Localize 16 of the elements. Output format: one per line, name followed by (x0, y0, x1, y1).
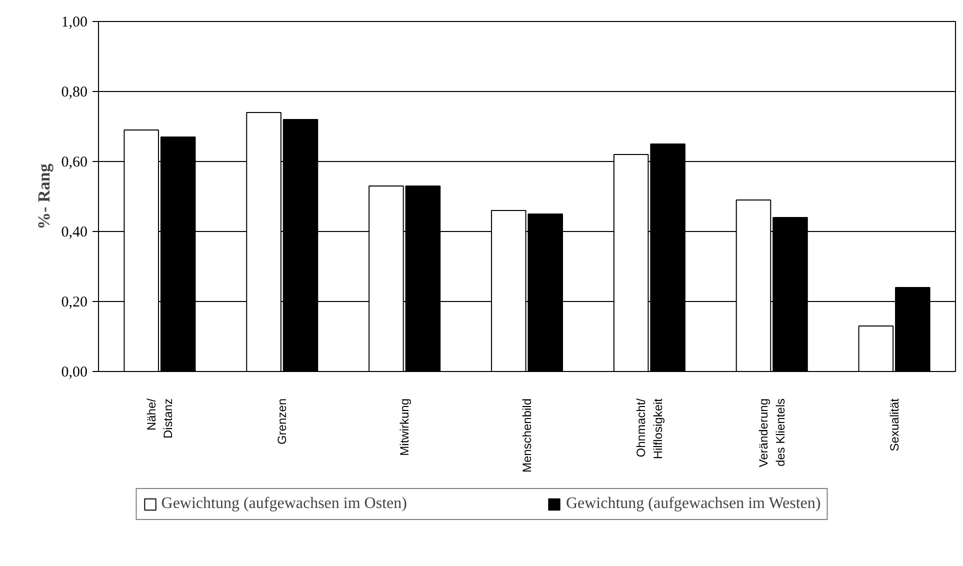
x-tick-label: Mitwirkung (398, 398, 412, 456)
y-tick-label: 0,60 (61, 154, 88, 170)
y-tick-label: 0,40 (61, 224, 88, 240)
x-tick-label: Menschenbild (520, 398, 534, 473)
x-tick-label: Nähe/ Distanz (144, 398, 176, 439)
y-tick-label: 0,80 (61, 84, 88, 100)
x-tick-label: Ohnmacht/ Hilflosigkeit (634, 398, 665, 460)
y-tick-label: 1,00 (61, 14, 88, 30)
y-tick-label: 0,00 (61, 364, 88, 380)
legend-label: Gewichtung (aufgewachsen im Westen) (566, 495, 821, 513)
x-tick-label: Veränderung des Klientels (756, 398, 788, 468)
legend-label: Gewichtung (aufgewachsen im Osten) (161, 495, 407, 513)
x-tick-label: Sexualität (887, 398, 902, 452)
y-axis-title: %- Rang (34, 163, 54, 230)
x-tick-label: Grenzen (275, 398, 290, 445)
y-tick-label: 0,20 (61, 294, 88, 310)
